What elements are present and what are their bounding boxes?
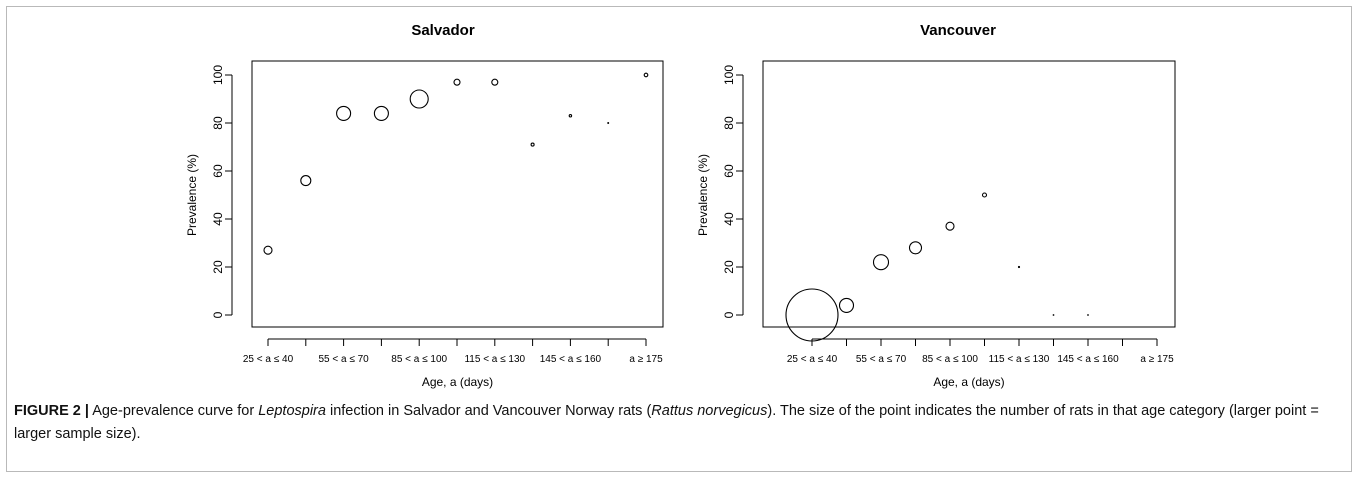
vancouver-point bbox=[1087, 314, 1089, 316]
salvador-y-tick-label: 100 bbox=[211, 65, 225, 85]
salvador-x-tick-label: 55 < a ≤ 70 bbox=[318, 354, 369, 365]
salvador-y-tick-label: 80 bbox=[211, 116, 225, 130]
vancouver-x-tick-label: a ≥ 175 bbox=[1140, 354, 1174, 365]
salvador-x-tick-label: 85 < a ≤ 100 bbox=[391, 354, 447, 365]
vancouver-y-tick-label: 100 bbox=[722, 65, 736, 85]
vancouver-point bbox=[945, 221, 955, 231]
salvador-plot-box bbox=[251, 60, 664, 328]
salvador-x-tick-label: 25 < a ≤ 40 bbox=[243, 354, 294, 365]
caption-lead: FIGURE 2 | bbox=[14, 403, 89, 419]
salvador-x-axis-label: Age, a (days) bbox=[422, 375, 493, 389]
salvador-point bbox=[643, 72, 649, 78]
salvador-y-tick-label: 20 bbox=[211, 260, 225, 274]
vancouver-y-tick-label: 40 bbox=[722, 212, 736, 226]
salvador-x-tick-label: a ≥ 175 bbox=[629, 354, 663, 365]
vancouver-y-axis-label: Prevalence (%) bbox=[696, 154, 710, 236]
vancouver-title: Vancouver bbox=[920, 22, 996, 39]
vancouver-point bbox=[1052, 314, 1055, 316]
vancouver-y-tick-label: 80 bbox=[722, 116, 736, 130]
figure-frame bbox=[6, 6, 1352, 472]
vancouver-point bbox=[872, 254, 890, 271]
salvador-point bbox=[409, 89, 429, 109]
salvador-y-tick-label: 0 bbox=[211, 311, 225, 318]
vancouver-y-tick-label: 20 bbox=[722, 260, 736, 274]
salvador-point bbox=[300, 175, 312, 187]
vancouver-x-tick-label: 85 < a ≤ 100 bbox=[922, 354, 978, 365]
vancouver-point bbox=[1017, 265, 1021, 269]
salvador-point bbox=[530, 142, 535, 147]
figure-caption: FIGURE 2 | Age-prevalence curve for Lept… bbox=[14, 400, 1339, 446]
vancouver-x-tick-label: 25 < a ≤ 40 bbox=[787, 354, 838, 365]
salvador-y-tick-label: 60 bbox=[211, 164, 225, 178]
vancouver-x-axis-label: Age, a (days) bbox=[933, 375, 1004, 389]
salvador-point bbox=[607, 122, 610, 124]
salvador-x-tick-label: 115 < a ≤ 130 bbox=[464, 354, 525, 365]
caption-text-2: infection in Salvador and Vancouver Norw… bbox=[325, 403, 652, 419]
caption-italic-2: Rattus norvegicus bbox=[651, 403, 768, 419]
salvador-point bbox=[373, 105, 389, 121]
vancouver-plot-box bbox=[762, 60, 1176, 328]
salvador-title: Salvador bbox=[411, 22, 475, 39]
salvador-point bbox=[263, 245, 273, 255]
salvador-point bbox=[568, 114, 573, 118]
caption-text-1: Age-prevalence curve for bbox=[88, 403, 259, 419]
vancouver-point bbox=[981, 192, 988, 198]
salvador-point bbox=[491, 78, 499, 86]
vancouver-point bbox=[838, 297, 855, 313]
vancouver-x-tick-label: 145 < a ≤ 160 bbox=[1057, 354, 1119, 365]
salvador-point bbox=[336, 105, 352, 121]
salvador-point bbox=[453, 78, 461, 86]
vancouver-y-tick-label: 60 bbox=[722, 164, 736, 178]
salvador-x-tick-label: 145 < a ≤ 160 bbox=[540, 354, 602, 365]
vancouver-point bbox=[785, 288, 839, 342]
caption-text-3: ). The size of the point indicates the n… bbox=[14, 403, 1319, 442]
figure-plots: Salvador 0 20 40 60 80 100 Prevalence (%) 25 < a… bbox=[185, 22, 1176, 389]
vancouver-x-tick-label: 55 < a ≤ 70 bbox=[856, 354, 907, 365]
salvador-y-axis-label: Prevalence (%) bbox=[185, 154, 199, 236]
salvador-y-tick-label: 40 bbox=[211, 212, 225, 226]
vancouver-point bbox=[908, 241, 923, 255]
caption-italic-1: Leptospira bbox=[258, 403, 326, 419]
vancouver-x-tick-label: 115 < a ≤ 130 bbox=[989, 354, 1050, 365]
vancouver-y-tick-label: 0 bbox=[722, 311, 736, 318]
